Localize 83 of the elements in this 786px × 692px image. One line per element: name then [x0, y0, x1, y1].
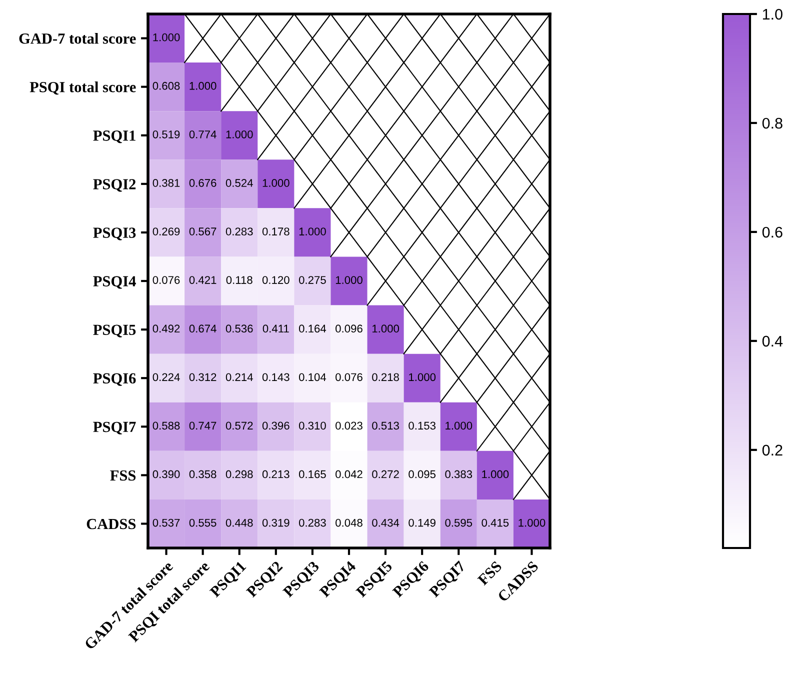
- data-label: 0.537: [152, 518, 180, 527]
- data-label: 0.076: [336, 373, 362, 382]
- data-label: 1.000: [262, 179, 290, 187]
- data-label: 1.000: [190, 82, 216, 90]
- data-label: 0.269: [152, 228, 180, 236]
- data-label: 0.492: [152, 324, 180, 333]
- data-label: 0.042: [336, 470, 362, 478]
- data-label: 0.310: [298, 422, 326, 430]
- y-tick-label: CADSS: [86, 518, 136, 530]
- data-label: 0.283: [298, 518, 326, 527]
- data-label: 0.676: [189, 179, 216, 187]
- color-bar-label: 0.6: [762, 226, 782, 238]
- data-label: 1.000: [518, 518, 546, 527]
- data-label: 0.319: [262, 518, 290, 527]
- data-label: 0.536: [226, 324, 253, 333]
- data-label: 0.104: [298, 373, 326, 382]
- data-label: 1.000: [409, 373, 436, 382]
- data-label: 0.165: [298, 470, 326, 478]
- data-label: 0.118: [226, 276, 252, 284]
- data-label: 1.000: [299, 228, 326, 236]
- y-tick-label: FSS: [110, 470, 136, 481]
- data-label: 1.000: [153, 33, 180, 42]
- data-label: 1.000: [446, 422, 472, 430]
- data-label: 0.143: [262, 373, 290, 382]
- data-label: 0.312: [189, 373, 216, 382]
- data-label: 0.434: [372, 518, 400, 527]
- data-label: 0.164: [298, 324, 326, 333]
- y-tick-label: PSQI4: [93, 276, 136, 289]
- data-label: 0.048: [336, 518, 362, 527]
- data-label: 0.415: [482, 518, 509, 527]
- color-bar-label: 0.4: [762, 336, 783, 347]
- y-tick-label: PSQI6: [93, 373, 136, 386]
- data-label: 0.595: [445, 518, 472, 527]
- data-label: 0.076: [152, 276, 180, 284]
- y-tick-label: PSQI7: [93, 422, 136, 434]
- data-label: 0.096: [336, 324, 362, 333]
- y-tick-label: GAD-7 total score: [19, 32, 136, 44]
- data-label: 1.000: [336, 276, 362, 284]
- y-tick-label: PSQI total score: [30, 82, 136, 95]
- data-label: 0.567: [189, 228, 216, 236]
- data-label: 0.218: [372, 373, 399, 382]
- data-label: 0.283: [226, 228, 253, 236]
- data-label: 0.747: [189, 422, 216, 430]
- data-label: 0.214: [226, 373, 253, 382]
- color-bar-label: 0.8: [762, 118, 782, 129]
- data-label: 0.390: [152, 470, 180, 478]
- data-label: 0.358: [189, 470, 216, 478]
- data-label: 0.519: [152, 130, 180, 138]
- data-label: 0.383: [445, 470, 472, 478]
- data-label: 0.396: [262, 422, 290, 430]
- data-label: 0.572: [226, 422, 253, 430]
- data-label: 0.224: [152, 373, 180, 382]
- color-bar-label: 0.2: [762, 444, 782, 456]
- y-tick-label: PSQI1: [93, 130, 136, 144]
- data-label: 0.588: [152, 422, 180, 430]
- data-label: 1.000: [226, 130, 253, 138]
- data-label: 0.411: [262, 324, 289, 333]
- data-label: 0.272: [372, 470, 399, 478]
- data-label: 0.513: [372, 422, 399, 430]
- data-label: 0.149: [408, 518, 436, 527]
- data-label: 0.275: [298, 276, 326, 284]
- data-label: 0.524: [226, 179, 253, 187]
- x-tick-label: FSS: [477, 560, 502, 586]
- data-label: 0.608: [152, 82, 180, 90]
- data-label: 0.178: [262, 228, 290, 236]
- data-label: 1.000: [482, 470, 509, 478]
- data-label: 0.095: [408, 470, 436, 478]
- color-bar-label: 1.0: [762, 8, 782, 20]
- data-label: 0.381: [152, 179, 180, 187]
- data-label: 0.298: [226, 470, 253, 478]
- y-tick-label: PSQI5: [93, 324, 136, 338]
- data-label: 0.448: [226, 518, 253, 527]
- data-label: 0.120: [262, 276, 290, 284]
- data-label: 0.421: [189, 276, 216, 284]
- data-label: 0.213: [262, 470, 290, 478]
- data-label: 0.674: [189, 324, 216, 333]
- y-tick-label: PSQI2: [93, 179, 136, 192]
- data-label: 1.000: [372, 324, 400, 333]
- data-label: 0.555: [189, 518, 216, 527]
- data-label: 0.023: [336, 422, 362, 430]
- data-label: 0.774: [189, 130, 216, 138]
- y-tick-label: PSQI3: [93, 228, 136, 240]
- data-label: 0.153: [408, 422, 436, 430]
